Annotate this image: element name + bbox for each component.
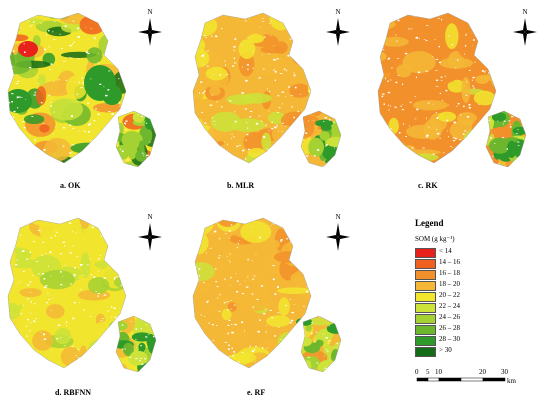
legend-item: 26 – 28: [415, 324, 515, 335]
scale-tick: 0: [415, 368, 419, 376]
legend-item: 16 – 18: [415, 269, 515, 280]
map-rbfnn: [7, 217, 157, 373]
legend-item: 28 – 30: [415, 335, 515, 346]
scale-unit: km: [507, 377, 516, 385]
north-arrow: N: [512, 8, 538, 48]
legend-label: 16 – 18: [439, 269, 460, 277]
north-label: N: [522, 8, 528, 16]
panel-caption: e. RF: [247, 388, 266, 397]
legend-swatch: [415, 325, 436, 335]
legend-item: < 14: [415, 247, 515, 258]
legend-label: 18 – 20: [439, 280, 460, 288]
map-panel-rbfnn: N d. RBFNN: [0, 210, 180, 397]
panel-caption: b. MLR: [227, 181, 255, 190]
scale-bar: 0 5 10 20 30 km: [413, 368, 543, 398]
legend-subtitle: SOM (g kg⁻¹): [415, 235, 455, 243]
north-arrow: N: [325, 8, 351, 48]
legend-label: 24 – 26: [439, 313, 460, 321]
panel-caption: c. RK: [418, 181, 438, 190]
legend-swatch: [415, 281, 436, 291]
legend-title: Legend: [415, 218, 444, 228]
legend-item: 24 – 26: [415, 313, 515, 324]
legend-swatch: [415, 259, 436, 269]
north-label: N: [335, 213, 341, 221]
north-label: N: [335, 8, 341, 16]
scale-tick: 10: [435, 368, 442, 376]
scale-tick: 30: [501, 368, 508, 376]
north-arrow: N: [137, 213, 163, 253]
legend-label: > 30: [439, 346, 452, 354]
map-rf: [192, 217, 342, 373]
legend-swatch: [415, 270, 436, 280]
legend-item: > 30: [415, 346, 515, 357]
map-mlr: [192, 12, 342, 168]
legend-swatch: [415, 336, 436, 346]
north-label: N: [147, 8, 153, 16]
map-panel-mlr: N b. MLR: [185, 5, 365, 190]
legend-label: 28 – 30: [439, 335, 460, 343]
legend-swatch: [415, 292, 436, 302]
legend-swatch: [415, 303, 436, 313]
scale-tick: 5: [426, 368, 430, 376]
panel-caption: a. OK: [60, 181, 81, 190]
legend-label: < 14: [439, 247, 452, 255]
legend-swatch: [415, 347, 436, 357]
north-label: N: [147, 213, 153, 221]
north-arrow: N: [137, 8, 163, 48]
legend-swatch: [415, 248, 436, 258]
map-panel-ok: N a. OK: [0, 5, 180, 190]
north-arrow: N: [325, 213, 351, 253]
scale-tick: 20: [479, 368, 486, 376]
legend: Legend SOM (g kg⁻¹) < 14 14 – 16 16 – 18 18…: [413, 218, 543, 398]
legend-item: 14 – 16: [415, 258, 515, 269]
legend-item: 18 – 20: [415, 280, 515, 291]
legend-item: 20 – 22: [415, 291, 515, 302]
map-rk: [377, 12, 527, 168]
legend-item: 22 – 24: [415, 302, 515, 313]
legend-label: 14 – 16: [439, 258, 460, 266]
map-ok: [7, 12, 157, 168]
map-panel-rk: N c. RK: [370, 5, 550, 190]
legend-label: 20 – 22: [439, 291, 460, 299]
legend-label: 22 – 24: [439, 302, 460, 310]
map-panel-rf: N e. RF: [185, 210, 365, 397]
legend-swatch: [415, 314, 436, 324]
legend-label: 26 – 28: [439, 324, 460, 332]
panel-caption: d. RBFNN: [55, 388, 92, 397]
